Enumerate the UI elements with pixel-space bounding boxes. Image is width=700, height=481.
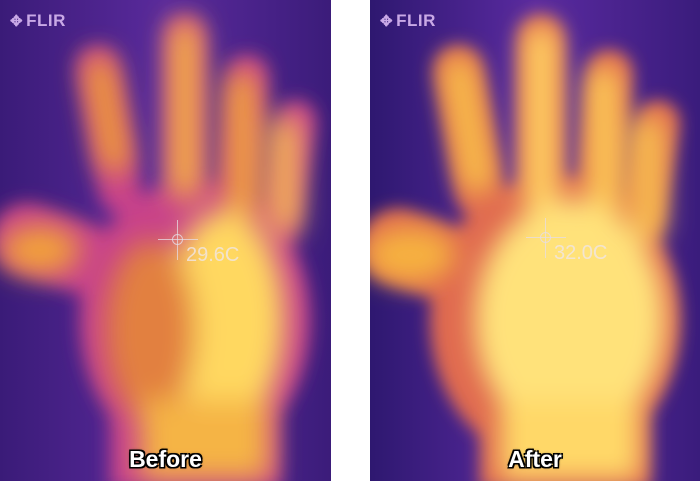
- flir-logo: ✥ FLIR: [10, 11, 66, 30]
- thermal-hand-after: [370, 0, 700, 481]
- flir-logo: ✥ FLIR: [380, 11, 436, 30]
- temperature-readout: 32.0C: [554, 242, 608, 264]
- caption-after: After: [508, 446, 562, 472]
- after-thermal-image: ✥ FLIR 32.0C After: [370, 0, 700, 481]
- crosshair-icon: [526, 218, 566, 258]
- crosshair-icon: [158, 220, 198, 260]
- thermal-hand-before: [0, 0, 331, 481]
- flir-logo-icon: ✥: [10, 13, 24, 30]
- caption-before: Before: [129, 446, 202, 472]
- before-thermal-image: ✥ FLIR 29.6C Before: [0, 0, 331, 481]
- flir-logo-icon: ✥: [380, 13, 394, 30]
- temperature-readout: 29.6C: [186, 244, 240, 266]
